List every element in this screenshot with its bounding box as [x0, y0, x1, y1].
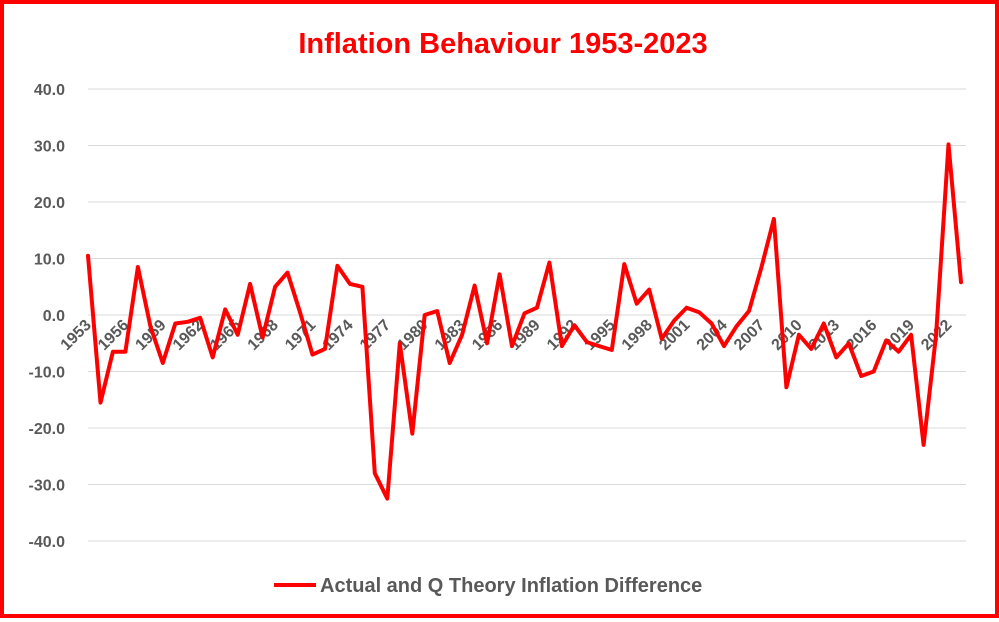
- y-axis-ticks: 40.0 30.0 20.0 10.0 0.0 -10.0 -20.0 -30.0 -40.0: [29, 82, 66, 551]
- y-tick-label: -30.0: [29, 478, 66, 495]
- legend: Actual and Q Theory Inflation Difference: [274, 575, 702, 597]
- y-tick-label: -20.0: [29, 421, 66, 438]
- legend-label: Actual and Q Theory Inflation Difference: [320, 575, 702, 597]
- series-line: [86, 142, 963, 501]
- y-tick-label: 0.0: [43, 308, 65, 325]
- chart-title: Inflation Behaviour 1953-2023: [298, 28, 707, 60]
- x-tick-label: 1998: [619, 317, 656, 354]
- x-tick-label: 1977: [357, 317, 394, 354]
- y-tick-label: 10.0: [34, 252, 65, 269]
- chart-svg: Inflation Behaviour 1953-2023 40.0 30.0 20…: [29, 28, 966, 597]
- x-tick-label: 2007: [731, 317, 768, 354]
- y-tick-label: 20.0: [34, 195, 65, 212]
- x-tick-label: 1989: [507, 317, 544, 354]
- x-tick-label: 1992: [544, 317, 581, 354]
- y-tick-label: -40.0: [29, 534, 66, 551]
- y-tick-label: -10.0: [29, 365, 66, 382]
- y-tick-label: 30.0: [34, 139, 65, 156]
- x-tick-label: 1971: [282, 317, 319, 354]
- gridlines: [88, 88, 966, 542]
- y-tick-label: 40.0: [34, 82, 65, 99]
